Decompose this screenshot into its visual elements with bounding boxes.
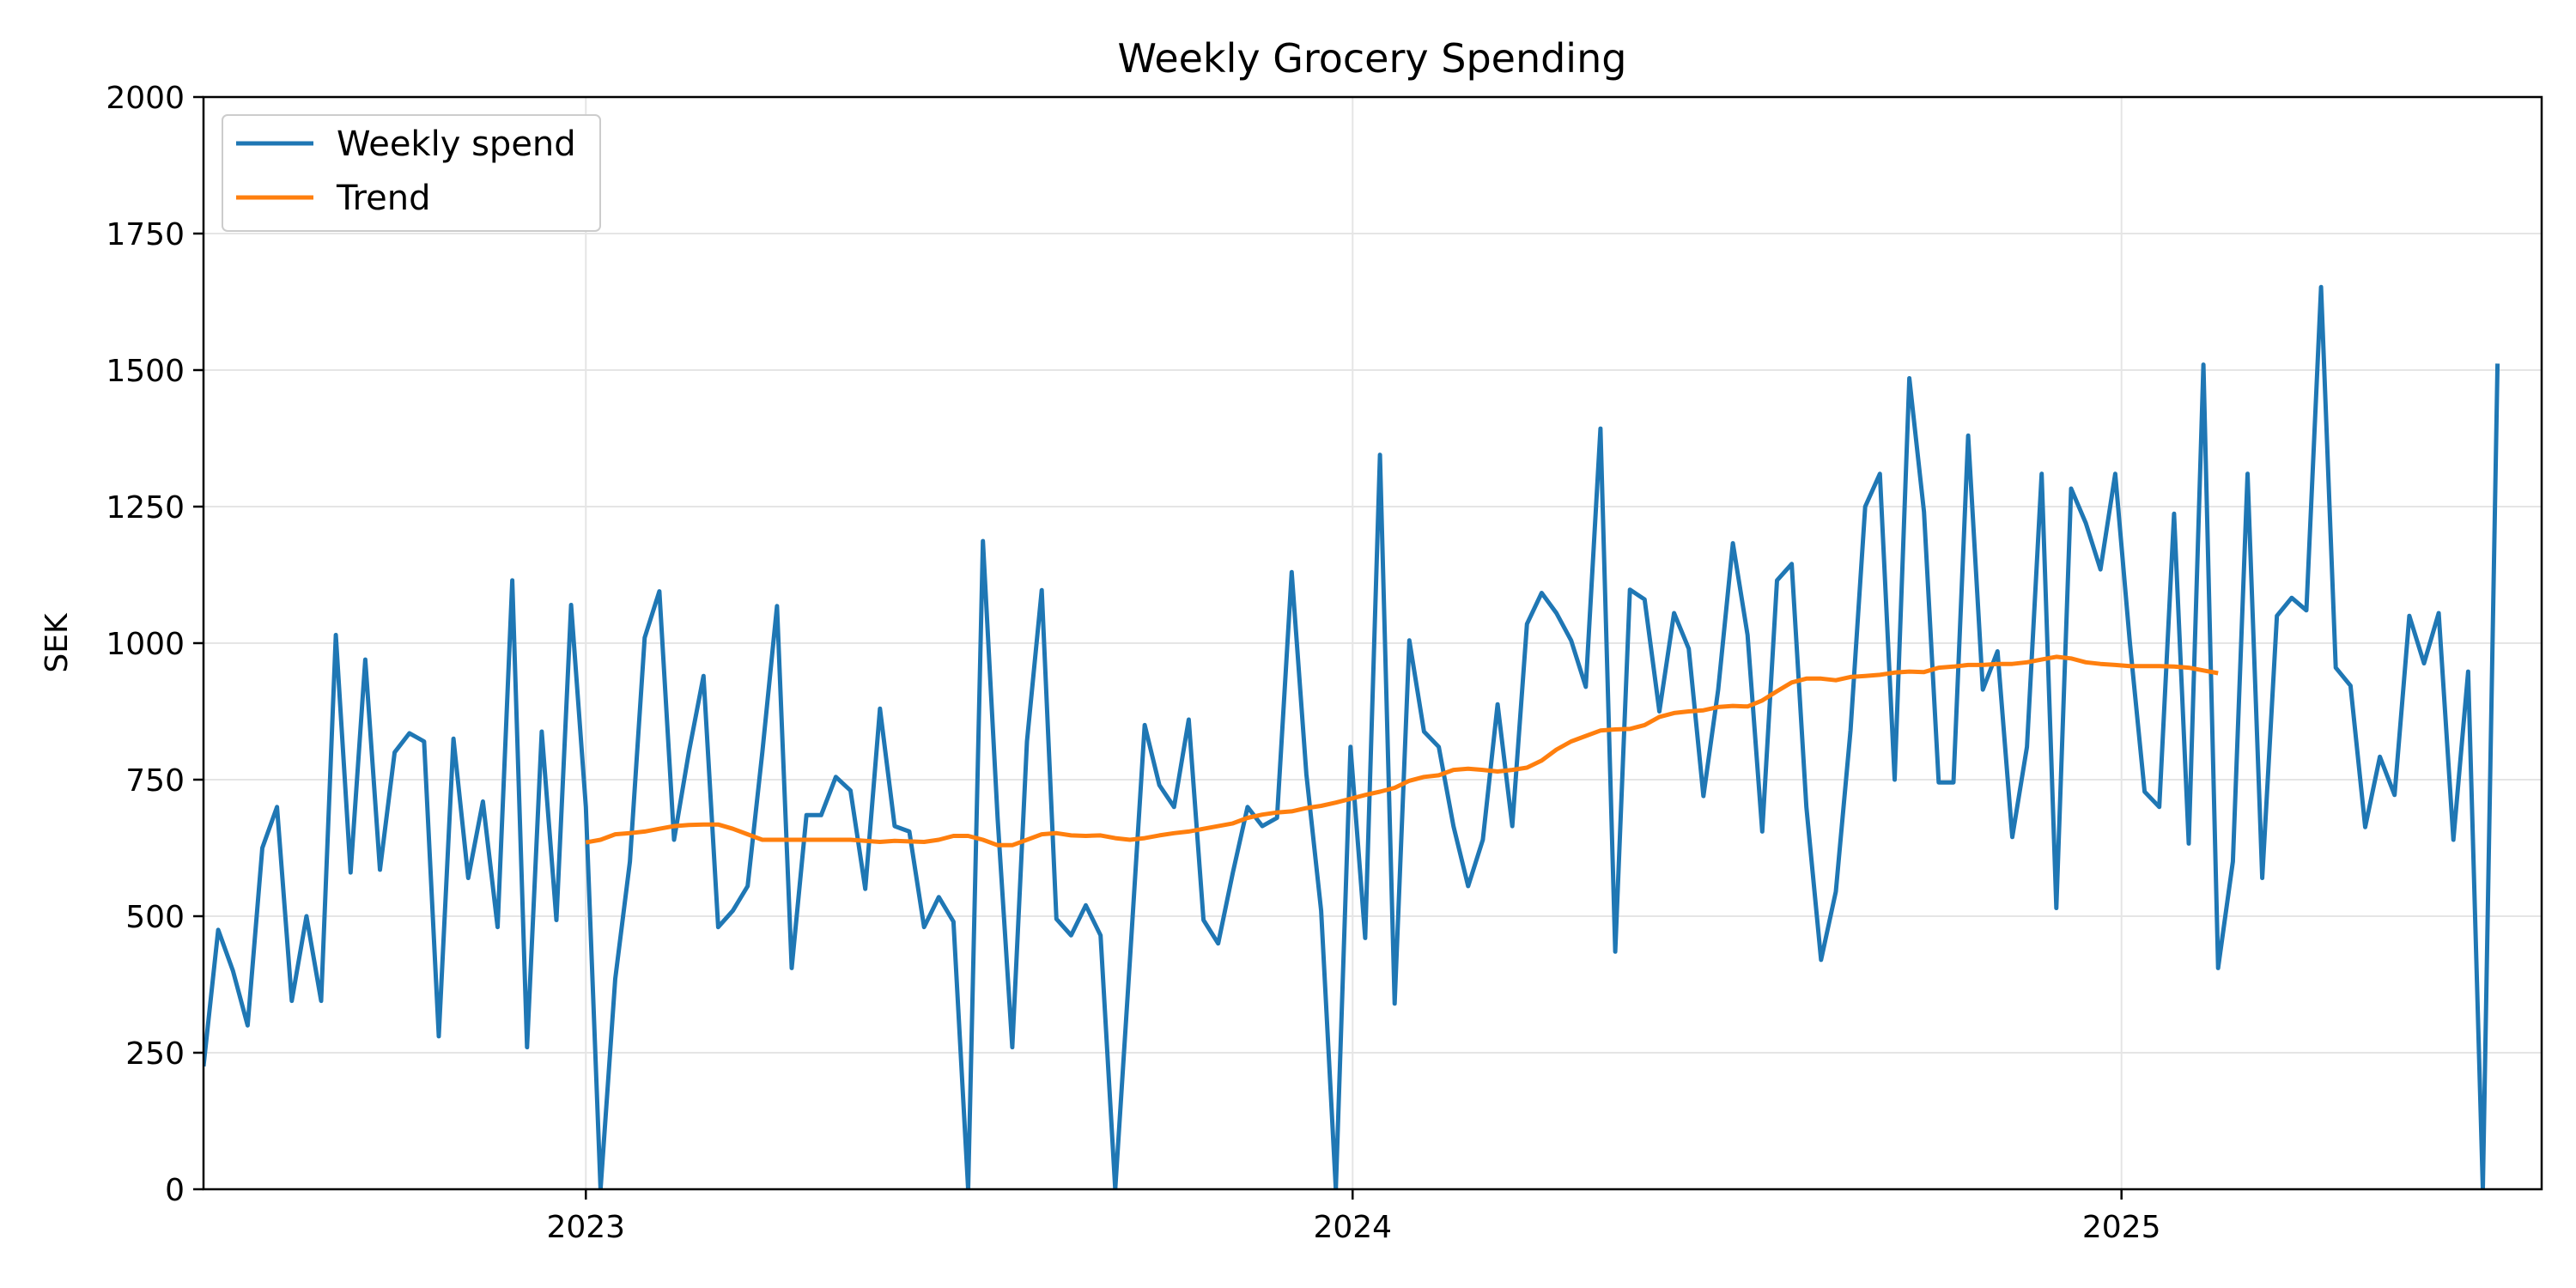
x-tick-label: 2023 — [546, 1210, 625, 1245]
legend-box — [222, 114, 601, 232]
weekly-spend-line — [204, 284, 2500, 1189]
y-tick-label: 1250 — [106, 490, 185, 526]
y-tick-label: 1000 — [106, 627, 185, 662]
legend-label-weekly-spend: Weekly spend — [337, 125, 576, 164]
y-tick-label: 0 — [165, 1173, 185, 1208]
y-tick-label: 750 — [125, 763, 185, 799]
y-tick-label: 1750 — [106, 217, 185, 252]
y-tick-label: 250 — [125, 1036, 185, 1072]
axis-ticks: 0 250 500 750 1000 1250 1500 1750 2000 2023 2024 20… — [106, 81, 2160, 1245]
x-tick-label: 2025 — [2082, 1210, 2161, 1245]
plot-series — [204, 284, 2500, 1189]
y-tick-label: 2000 — [106, 81, 185, 116]
chart-title: Weekly Grocery Spending — [1118, 35, 1627, 82]
trend-line — [585, 654, 2219, 848]
y-tick-label: 1500 — [106, 354, 185, 389]
y-axis-label: SEK — [39, 612, 75, 673]
legend-label-trend: Trend — [336, 179, 430, 218]
y-tick-label: 500 — [125, 900, 185, 935]
legend: Weekly spend Trend — [222, 114, 601, 232]
x-tick-label: 2024 — [1313, 1210, 1392, 1245]
